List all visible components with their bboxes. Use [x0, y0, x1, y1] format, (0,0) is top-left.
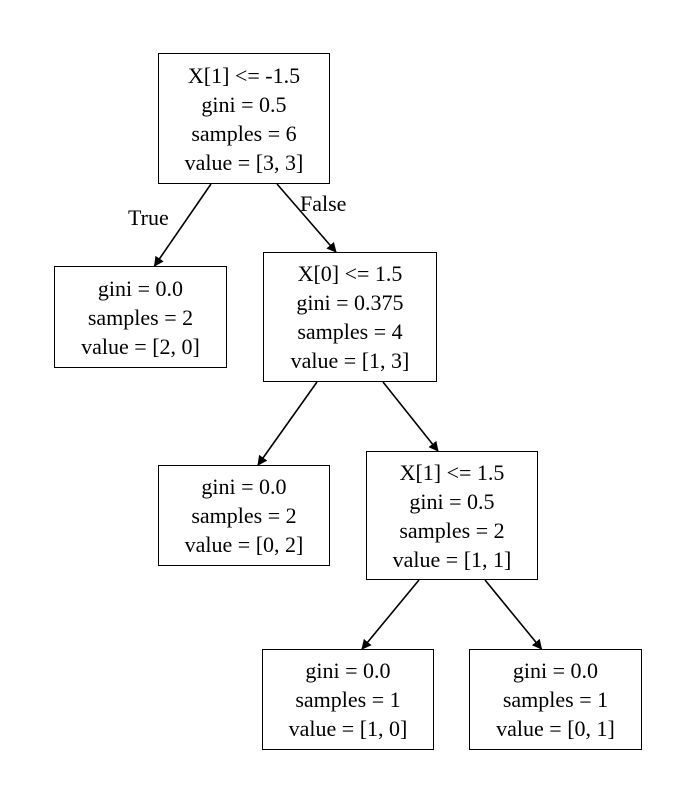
node-value: value = [1, 1] [392, 546, 512, 572]
node-split-rule: X[0] <= 1.5 [297, 261, 403, 286]
node-gini: gini = 0.375 [296, 290, 404, 315]
node-samples: samples = 2 [399, 517, 505, 543]
leaf-node-left: gini = 0.0 samples = 2 value = [2, 0] [54, 266, 227, 368]
node-split-rule: X[1] <= -1.5 [187, 62, 301, 88]
edge-arrow-n0-n2 [276, 183, 337, 253]
node-gini: gini = 0.0 [97, 275, 184, 301]
split-node-x0: X[0] <= 1.5 gini = 0.375 samples = 4 val… [263, 252, 437, 382]
node-value: value = [0, 1] [496, 716, 615, 741]
node-samples: samples = 6 [191, 120, 297, 146]
leaf-node-bottom-right: gini = 0.0 samples = 1 value = [0, 1] [469, 649, 642, 750]
node-value: value = [2, 0] [81, 333, 200, 359]
node-samples: samples = 2 [87, 304, 194, 330]
node-samples: samples = 1 [502, 687, 609, 712]
edge-arrow-n2-n3 [257, 381, 318, 466]
edge-label-false: False [300, 191, 347, 216]
edge-label-true: True [128, 205, 169, 230]
node-gini: gini = 0.0 [201, 474, 287, 499]
node-gini: gini = 0.0 [305, 658, 391, 683]
node-samples: samples = 2 [191, 503, 297, 528]
node-gini: gini = 0.5 [201, 91, 287, 117]
split-node-x1: X[1] <= 1.5 gini = 0.5 samples = 2 value… [366, 451, 538, 580]
edge-arrow-n4-n5 [361, 579, 420, 650]
node-split-rule: X[1] <= 1.5 [399, 459, 505, 485]
node-samples: samples = 1 [295, 687, 401, 712]
node-samples: samples = 4 [297, 319, 403, 344]
node-value: value = [1, 0] [288, 716, 408, 741]
node-value: value = [1, 3] [290, 348, 410, 373]
node-value: value = [0, 2] [184, 532, 304, 557]
node-gini: gini = 0.5 [409, 488, 495, 514]
root-node: X[1] <= -1.5 gini = 0.5 samples = 6 valu… [158, 53, 330, 184]
edge-arrow-n0-n1 [153, 183, 212, 267]
node-value: value = [3, 3] [184, 149, 304, 175]
node-gini: gini = 0.0 [512, 658, 599, 683]
leaf-node-mid: gini = 0.0 samples = 2 value = [0, 2] [158, 465, 330, 566]
leaf-node-bottom-left: gini = 0.0 samples = 1 value = [1, 0] [262, 649, 434, 750]
edge-arrow-n2-n4 [382, 381, 439, 452]
edge-arrow-n4-n6 [484, 579, 543, 650]
